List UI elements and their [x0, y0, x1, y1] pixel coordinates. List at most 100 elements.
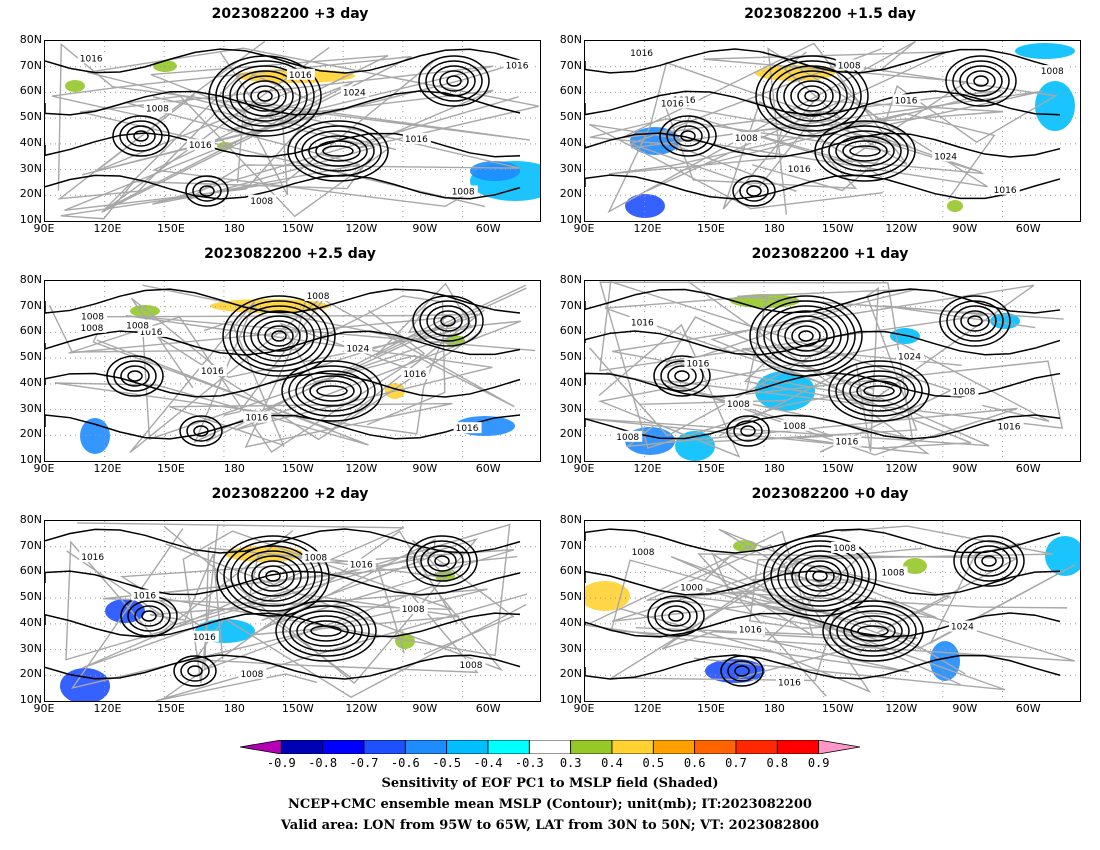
isobar-contour	[251, 560, 295, 592]
y-tick-label: 20N	[19, 427, 42, 441]
colorbar-label: 0.5	[642, 756, 665, 770]
contour-label: 1016	[778, 678, 801, 688]
x-tick-label: 120E	[93, 222, 122, 235]
y-tick-label: 20N	[19, 667, 42, 681]
isobar-contour	[585, 414, 1061, 440]
footer-line-2: NCEP+CMC ensemble mean MSLP (Contour); u…	[288, 797, 812, 812]
isobar-contour	[804, 90, 820, 102]
isobar-contour	[296, 615, 356, 647]
isobar-contour	[797, 85, 827, 107]
y-tick-label: 30N	[559, 641, 582, 655]
panel-title: 2023082200 +2.5 day	[204, 246, 376, 262]
isobar-contour	[287, 120, 389, 182]
isobar-contour	[425, 60, 483, 102]
isobar-contour	[282, 605, 370, 657]
map-plus3: 1016 1008 1016 1008 1016 1024 1016 1008 1016	[44, 40, 541, 222]
isobar-contour	[243, 80, 287, 112]
isobar-contour	[746, 185, 762, 197]
coastline	[607, 41, 982, 214]
isobar-contour	[309, 380, 355, 402]
y-tick-label: 60N	[559, 324, 582, 338]
map-plus2_5: 1008 1016 1016 1016 1008 1024 1016 1016 1008 1008	[44, 280, 541, 462]
contour-label: 1016	[788, 165, 811, 175]
isobar-contour	[127, 370, 143, 382]
colorbar-label: -0.4	[473, 756, 503, 770]
isobar-contour	[967, 545, 1011, 577]
colorbar-swatch	[735, 740, 778, 754]
y-tick-label: 50N	[559, 350, 582, 364]
contour-label: 1008	[727, 400, 750, 410]
contour-label: 1008	[632, 548, 655, 558]
coastline	[54, 323, 450, 446]
contour-label: 1008	[838, 61, 861, 71]
isobar-contour	[783, 75, 841, 117]
coastline	[155, 530, 528, 701]
contour-label: 1016	[189, 141, 212, 151]
sensitivity-shading	[903, 558, 927, 574]
colorbar-swatch	[280, 740, 324, 754]
isobar-contour	[791, 555, 849, 597]
isobar-contour	[186, 420, 216, 442]
isobar-contour	[179, 415, 223, 447]
isobar-contour	[822, 600, 924, 662]
isobar-contour	[784, 550, 856, 602]
map-canvas: 1016 1016 1008 1008 1016 1024 1008 1016 1008	[585, 281, 1080, 461]
isobar-contour	[446, 75, 462, 87]
isobar-contour	[660, 360, 704, 392]
isobar-contour	[973, 75, 989, 87]
colorbar-label: 0.7	[725, 756, 747, 770]
isobar-contour	[433, 310, 463, 332]
isobar-contour	[113, 360, 157, 392]
x-tick-label: 90W	[952, 702, 978, 715]
colorbar-label: -0.6	[390, 756, 420, 770]
contour-label: 1008	[783, 422, 806, 432]
isobar-contour	[243, 310, 315, 362]
x-tick-label: 90E	[33, 222, 55, 235]
coastline	[165, 543, 504, 672]
x-tick-label: 60W	[1015, 222, 1041, 235]
isobar-contour	[45, 612, 521, 638]
isobar-contour	[45, 528, 521, 554]
x-tick-label: 120W	[345, 702, 378, 715]
x-tick-label: 90W	[952, 222, 978, 235]
isobar-contour	[236, 305, 322, 367]
contour-label: 1016	[835, 438, 858, 448]
x-tick-label: 150E	[696, 462, 725, 475]
coastline	[64, 59, 528, 211]
contour-label: 1008	[126, 322, 149, 332]
x-tick-label: 120W	[885, 462, 918, 475]
isobar-contour	[749, 295, 863, 377]
coastline	[70, 528, 488, 689]
isobar-contour	[585, 132, 1061, 158]
isobar-contour	[275, 600, 377, 662]
colorbar-label: -0.9	[266, 756, 296, 770]
contour-label: 1008	[833, 544, 856, 554]
isobar-contour	[192, 180, 222, 202]
isobar-contour	[185, 175, 229, 207]
colorbar-swatch	[818, 740, 860, 754]
coastline	[589, 47, 988, 215]
isobar-contour	[784, 320, 828, 352]
isobar-contour	[585, 330, 1061, 356]
isobar-contour	[829, 605, 917, 657]
isobar-contour	[726, 415, 770, 447]
isobar-contour	[849, 375, 909, 407]
contour-label: 1008	[81, 312, 104, 322]
x-tick-label: 180	[223, 462, 245, 475]
isobar-contour	[432, 65, 476, 97]
isobar-contour	[585, 174, 1061, 200]
contour-label: 1008	[146, 104, 169, 114]
y-tick-label: 40N	[559, 615, 582, 629]
y-tick-label: 10N	[559, 213, 582, 226]
contour-label: 1016	[686, 360, 709, 370]
isobar-contour	[413, 540, 471, 582]
x-tick-label: 120W	[345, 462, 378, 475]
coastline	[625, 380, 1018, 456]
isobar-contour	[440, 315, 456, 327]
contour-label: 1024	[934, 152, 957, 162]
contour-label: 1016	[998, 423, 1021, 433]
isobar-contour	[960, 540, 1018, 582]
sensitivity-shading	[1015, 43, 1075, 59]
